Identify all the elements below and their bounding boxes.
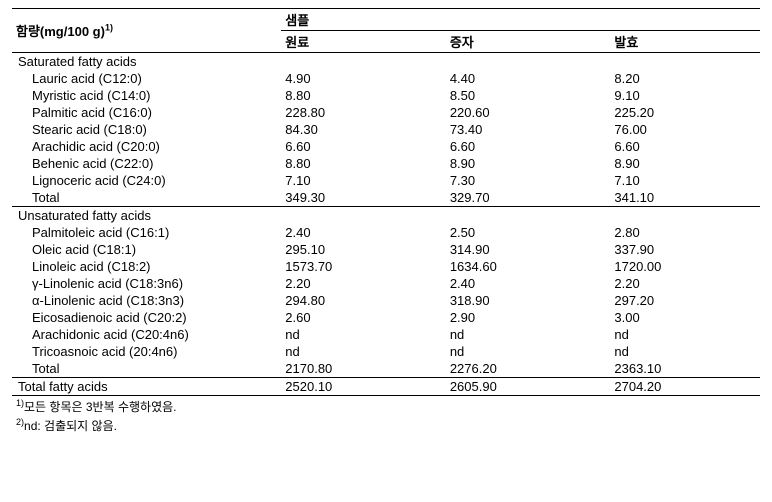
cell-value: 1573.70 [281, 258, 446, 275]
cell-value: 8.90 [446, 155, 611, 172]
cell-value: 318.90 [446, 292, 611, 309]
cell-value: 2.40 [281, 224, 446, 241]
cell-value: nd [281, 343, 446, 360]
column-header: 발효 [610, 31, 760, 53]
footnote-sup: 1) [16, 398, 24, 408]
row-name: γ-Linolenic acid (C18:3n6) [12, 275, 281, 292]
row-name: Stearic acid (C18:0) [12, 121, 281, 138]
grand-total-label: Total fatty acids [12, 378, 281, 396]
cell-value: 6.60 [610, 138, 760, 155]
cell-value: 2.90 [446, 309, 611, 326]
row-name: α-Linolenic acid (C18:3n3) [12, 292, 281, 309]
cell-value: 295.10 [281, 241, 446, 258]
cell-value: 8.80 [281, 155, 446, 172]
cell-value: 2.20 [281, 275, 446, 292]
cell-value: 2.80 [610, 224, 760, 241]
row-name: Arachidonic acid (C20:4n6) [12, 326, 281, 343]
header-label: 함량(mg/100 g) [16, 24, 105, 39]
cell-value: 4.40 [446, 70, 611, 87]
cell-value: 9.10 [610, 87, 760, 104]
cell-value: 6.60 [446, 138, 611, 155]
grand-total-value: 2605.90 [446, 378, 611, 396]
footnote-sup: 2) [16, 417, 24, 427]
column-header: 원료 [281, 31, 446, 53]
cell-value: 220.60 [446, 104, 611, 121]
cell-value: nd [610, 326, 760, 343]
footnote: 1)모든 항목은 3반복 수행하였음. [12, 398, 760, 415]
sample-header: 샘플 [281, 9, 760, 31]
row-name: Total [12, 189, 281, 207]
cell-value: 2363.10 [610, 360, 760, 378]
cell-value: 7.10 [610, 172, 760, 189]
cell-value: 228.80 [281, 104, 446, 121]
cell-value: 8.80 [281, 87, 446, 104]
row-name: Lignoceric acid (C24:0) [12, 172, 281, 189]
fatty-acid-table: 함량(mg/100 g)1) 샘플 원료증자발효 Saturated fatty… [12, 8, 760, 396]
cell-value: 2.50 [446, 224, 611, 241]
cell-value: 8.90 [610, 155, 760, 172]
cell-value: 314.90 [446, 241, 611, 258]
cell-value: 2.20 [610, 275, 760, 292]
row-name: Eicosadienoic acid (C20:2) [12, 309, 281, 326]
cell-value: 2.40 [446, 275, 611, 292]
cell-value: 73.40 [446, 121, 611, 138]
cell-value: 3.00 [610, 309, 760, 326]
cell-value: 8.50 [446, 87, 611, 104]
cell-value: 297.20 [610, 292, 760, 309]
section-title: Unsaturated fatty acids [12, 207, 760, 225]
cell-value: 8.20 [610, 70, 760, 87]
cell-value: 76.00 [610, 121, 760, 138]
cell-value: 341.10 [610, 189, 760, 207]
row-name: Total [12, 360, 281, 378]
grand-total-value: 2704.20 [610, 378, 760, 396]
row-name: Palmitoleic acid (C16:1) [12, 224, 281, 241]
cell-value: 7.10 [281, 172, 446, 189]
footnote: 2)nd: 검출되지 않음. [12, 417, 760, 434]
cell-value: 1634.60 [446, 258, 611, 275]
cell-value: nd [281, 326, 446, 343]
cell-value: 329.70 [446, 189, 611, 207]
cell-value: 294.80 [281, 292, 446, 309]
footnote-text: 모든 항목은 3반복 수행하였음. [24, 400, 177, 414]
cell-value: 225.20 [610, 104, 760, 121]
cell-value: 7.30 [446, 172, 611, 189]
column-header: 증자 [446, 31, 611, 53]
cell-value: 1720.00 [610, 258, 760, 275]
cell-value: nd [446, 326, 611, 343]
header-sup: 1) [105, 23, 113, 33]
cell-value: 2170.80 [281, 360, 446, 378]
row-name: Tricoasnoic acid (20:4n6) [12, 343, 281, 360]
cell-value: 6.60 [281, 138, 446, 155]
header-label-cell: 함량(mg/100 g)1) [12, 9, 281, 53]
row-name: Lauric acid (C12:0) [12, 70, 281, 87]
row-name: Myristic acid (C14:0) [12, 87, 281, 104]
row-name: Behenic acid (C22:0) [12, 155, 281, 172]
footnote-text: nd: 검출되지 않음. [24, 419, 117, 433]
row-name: Palmitic acid (C16:0) [12, 104, 281, 121]
section-title: Saturated fatty acids [12, 53, 760, 71]
cell-value: nd [446, 343, 611, 360]
grand-total-value: 2520.10 [281, 378, 446, 396]
cell-value: 349.30 [281, 189, 446, 207]
cell-value: 2.60 [281, 309, 446, 326]
cell-value: 4.90 [281, 70, 446, 87]
cell-value: nd [610, 343, 760, 360]
row-name: Linoleic acid (C18:2) [12, 258, 281, 275]
cell-value: 2276.20 [446, 360, 611, 378]
cell-value: 337.90 [610, 241, 760, 258]
row-name: Arachidic acid (C20:0) [12, 138, 281, 155]
cell-value: 84.30 [281, 121, 446, 138]
row-name: Oleic acid (C18:1) [12, 241, 281, 258]
